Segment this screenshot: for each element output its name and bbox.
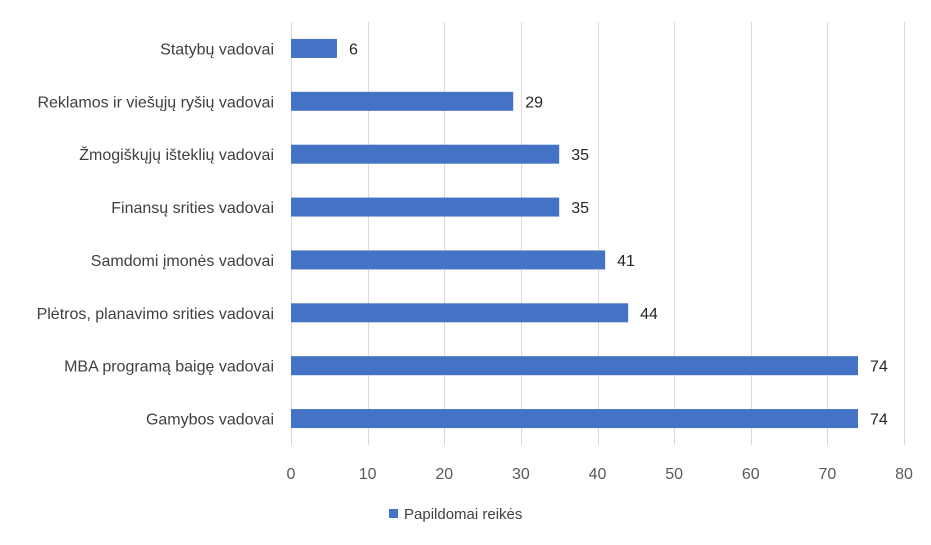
data-labels: 6 29 35 35 41 44 74 74	[349, 41, 888, 428]
category-label: Statybų vadovai	[160, 41, 274, 58]
x-tick-label: 0	[287, 466, 296, 483]
bar	[291, 144, 560, 164]
category-label: Samdomi įmonės vadovai	[91, 253, 274, 270]
bar	[291, 91, 514, 111]
x-tick-label: 10	[359, 466, 377, 483]
data-label: 29	[525, 94, 543, 111]
bar	[291, 250, 606, 270]
data-label: 74	[870, 412, 888, 429]
category-label: Reklamos ir viešųjų ryšių vadovai	[37, 94, 274, 111]
category-label: MBA programą baigę vadovai	[64, 359, 274, 376]
x-tick-label: 30	[512, 466, 530, 483]
category-label: Finansų srities vadovai	[111, 200, 274, 217]
data-label: 44	[640, 306, 658, 323]
x-tick-label: 20	[435, 466, 453, 483]
category-label: Žmogiškųjų išteklių vadovai	[79, 145, 274, 164]
bar	[291, 409, 859, 429]
bars	[291, 38, 859, 429]
legend: Papildomai reikės	[389, 506, 522, 523]
category-labels: Statybų vadovai Reklamos ir viešųjų ryšių…	[37, 41, 274, 428]
bar	[291, 303, 629, 323]
bar	[291, 38, 337, 58]
data-label: 74	[870, 359, 888, 376]
category-label: Gamybos vadovai	[146, 412, 274, 429]
bar	[291, 356, 859, 376]
x-tick-label: 70	[818, 466, 836, 483]
data-label: 41	[617, 253, 635, 270]
x-tick-label: 50	[665, 466, 683, 483]
category-label: Plėtros, planavimo srities vadovai	[37, 306, 274, 323]
x-tick-label: 80	[895, 466, 913, 483]
legend-swatch	[389, 509, 398, 518]
gridlines	[291, 22, 905, 445]
x-tick-label: 60	[742, 466, 760, 483]
data-label: 35	[571, 200, 589, 217]
legend-label: Papildomai reikės	[404, 506, 522, 523]
data-label: 35	[571, 147, 589, 164]
data-label: 6	[349, 41, 358, 58]
x-tick-label: 40	[589, 466, 607, 483]
x-axis-ticks: 0 10 20 30 40 50 60 70 80	[287, 466, 913, 483]
bar	[291, 197, 560, 217]
